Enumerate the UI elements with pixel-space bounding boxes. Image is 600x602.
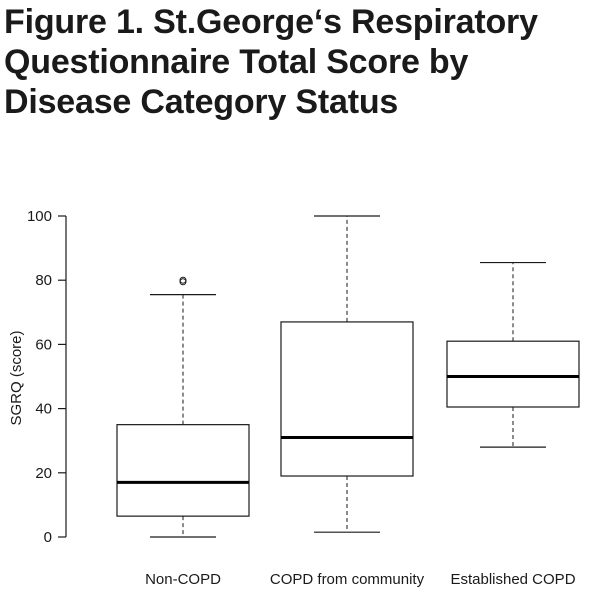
y-tick-label: 100 (27, 208, 52, 225)
x-category-label: COPD from community (270, 571, 425, 588)
figure-title: Figure 1. St.George‘s Respiratory Questi… (4, 2, 600, 122)
box-group (446, 261, 580, 448)
x-category-label: Established COPD (450, 571, 575, 588)
box-group (116, 276, 250, 538)
y-tick-label: 40 (35, 401, 52, 418)
figure-title-line-3: Disease Category Status (4, 83, 399, 121)
y-tick-label: 80 (35, 272, 52, 289)
boxes (116, 215, 580, 538)
iqr-box (280, 321, 414, 477)
box-group (280, 215, 414, 533)
x-axis-labels: Non-COPD COPD from community Established C… (145, 571, 576, 588)
figure-title-line-1: Figure 1. St.George‘s Respiratory (4, 3, 538, 41)
y-tick-label: 60 (35, 336, 52, 353)
y-tick-label: 20 (35, 465, 52, 482)
y-axis: 0 20 40 60 80 100 (27, 208, 67, 546)
y-axis-label: SGRQ (score) (8, 330, 25, 425)
iqr-box (446, 340, 580, 408)
iqr-box (116, 424, 250, 517)
y-tick-label: 0 (44, 529, 52, 546)
outlier-point (179, 276, 187, 284)
figure-title-line-2: Questionnaire Total Score by (4, 43, 469, 81)
x-category-label: Non-COPD (145, 571, 221, 588)
